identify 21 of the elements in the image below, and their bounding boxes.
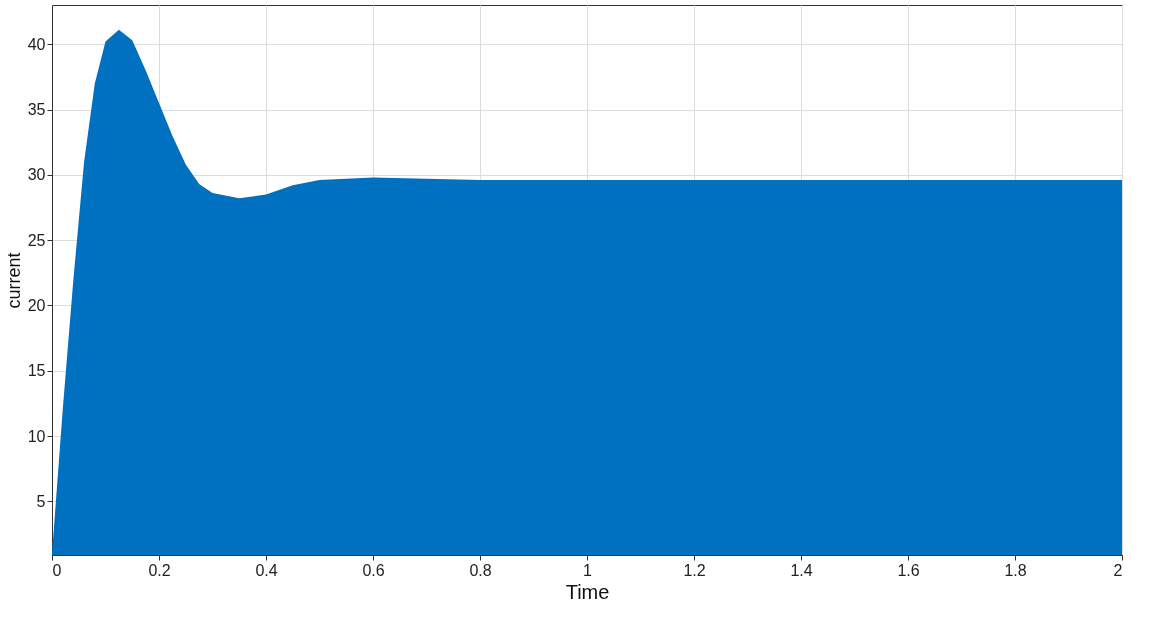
y-axis-title: current	[3, 252, 24, 309]
x-tick-label: 0.8	[469, 561, 492, 579]
x-tick-label: 1.8	[1004, 561, 1027, 579]
y-tick-label: 20	[27, 296, 46, 314]
y-tick-label: 40	[27, 35, 46, 53]
x-tick-label: 0.4	[255, 561, 278, 579]
x-tick-label: 0.2	[148, 561, 171, 579]
x-axis-title: Time	[565, 580, 610, 603]
y-tick-label: 15	[27, 362, 46, 380]
x-tick-label: 1.4	[790, 561, 813, 579]
y-tick-label: 25	[27, 231, 46, 249]
x-tick-label: 0	[52, 561, 62, 579]
y-tick-label: 5	[36, 492, 46, 510]
x-tick-label: 0.6	[362, 561, 385, 579]
x-tick-label: 2	[1113, 561, 1123, 579]
y-tick-label: 35	[27, 101, 46, 119]
y-tick-label: 10	[27, 427, 46, 445]
x-tick-label: 1.6	[897, 561, 920, 579]
y-tick-label: 30	[27, 166, 46, 184]
x-tick-label: 1	[583, 561, 593, 579]
x-tick-label: 1.2	[683, 561, 706, 579]
